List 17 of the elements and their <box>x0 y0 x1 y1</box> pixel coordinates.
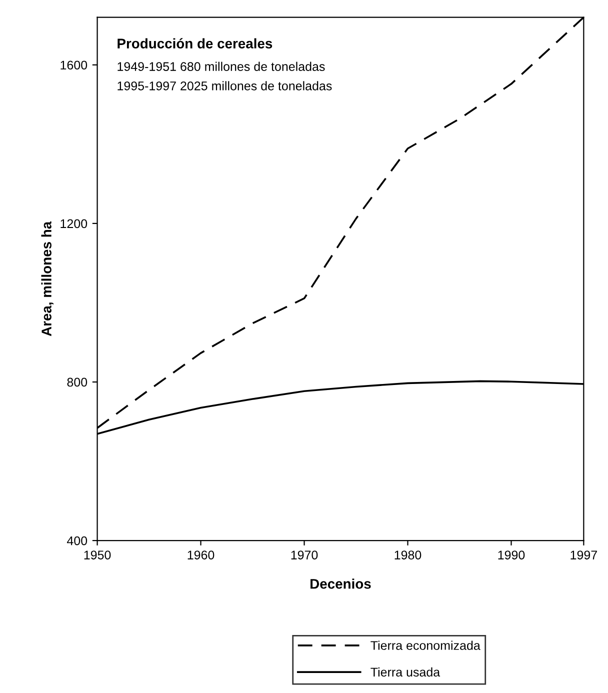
x-tick-label: 1980 <box>394 550 422 560</box>
y-tick-label: 1600 <box>60 60 88 70</box>
annotation: 1949-1951 680 millones de toneladas <box>118 62 325 71</box>
annotation: 1995-1997 2025 millones de toneladas <box>118 81 332 90</box>
x-tick-label: 1990 <box>498 550 525 560</box>
x-tick-label: 1970 <box>291 550 318 560</box>
y-tick-label: 1200 <box>60 219 88 228</box>
y-tick-label: 800 <box>67 378 88 387</box>
text: Producción de cereales <box>118 38 272 48</box>
legend-label: Tierra economizada <box>370 640 480 650</box>
x-tick-label: 1960 <box>188 550 214 560</box>
x-tick-label: 1950 <box>84 550 111 560</box>
y-tick-label: 400 <box>66 536 88 546</box>
y-axis-title: Area, millones ha <box>41 221 54 336</box>
legend-label: Tierra usada <box>370 667 440 677</box>
x-axis-title: Decenios <box>310 578 371 589</box>
x-tick-label: 1997 <box>570 550 597 560</box>
